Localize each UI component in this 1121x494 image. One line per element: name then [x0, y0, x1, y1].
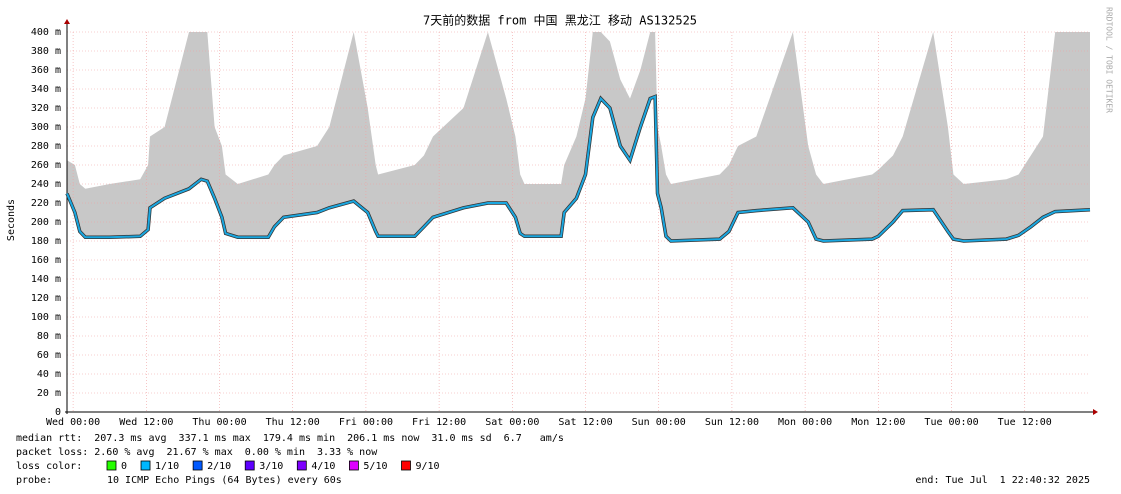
loss-swatch	[401, 460, 411, 471]
loss-swatch	[349, 460, 359, 471]
y-tick-label: 340 m	[31, 84, 61, 95]
y-tick-label: 380 m	[31, 46, 61, 57]
axis-arrow	[64, 19, 70, 24]
stats-line: median rtt: 207.3 ms avg 337.1 ms max 17…	[16, 433, 564, 444]
x-tick-label: Tue 00:00	[924, 417, 978, 428]
y-tick-label: 280 m	[31, 141, 61, 152]
y-tick-label: 80 m	[37, 331, 61, 342]
loss-swatch	[140, 460, 151, 471]
y-tick-label: 160 m	[31, 255, 61, 266]
loss-swatch	[192, 460, 203, 471]
stats-line: packet loss: 2.60 % avg 21.67 % max 0.00…	[16, 447, 378, 458]
loss-swatch	[106, 460, 117, 471]
y-tick-label: 300 m	[31, 122, 61, 133]
loss-label: loss color:	[16, 461, 82, 472]
y-tick-label: 180 m	[31, 236, 61, 247]
y-tick-label: 100 m	[31, 312, 61, 323]
y-tick-label: 240 m	[31, 179, 61, 190]
probe-text: 10 ICMP Echo Pings (64 Bytes) every 60s	[107, 475, 342, 486]
y-tick-label: 320 m	[31, 103, 61, 114]
x-tick-label: Fri 12:00	[412, 417, 466, 428]
y-tick-label: 40 m	[37, 369, 61, 380]
smoke-band	[67, 32, 1090, 241]
y-tick-label: 140 m	[31, 274, 61, 285]
side-text: RRDTOOL / TOBI OETIKER	[1105, 7, 1114, 113]
loss-swatch-label: 3/10	[259, 461, 283, 472]
x-tick-label: Mon 12:00	[851, 417, 905, 428]
loss-swatch-label: 9/10	[416, 461, 440, 472]
x-tick-label: Wed 00:00	[46, 417, 100, 428]
loss-swatch-label: 5/10	[363, 461, 387, 472]
y-tick-label: 360 m	[31, 65, 61, 76]
loss-swatch-label: 4/10	[311, 461, 335, 472]
y-tick-label: 60 m	[37, 350, 61, 361]
loss-swatch	[244, 460, 255, 471]
x-tick-label: Sat 00:00	[485, 417, 539, 428]
y-tick-label: 0	[55, 407, 61, 418]
loss-swatch-label: 1/10	[155, 461, 179, 472]
y-axis-label: Seconds	[6, 199, 17, 241]
y-tick-label: 220 m	[31, 198, 61, 209]
y-tick-label: 120 m	[31, 293, 61, 304]
y-tick-label: 260 m	[31, 160, 61, 171]
x-tick-label: Sun 00:00	[632, 417, 686, 428]
x-tick-label: Fri 00:00	[339, 417, 393, 428]
x-tick-label: Sun 12:00	[705, 417, 759, 428]
y-tick-label: 20 m	[37, 388, 61, 399]
x-tick-label: Tue 12:00	[998, 417, 1052, 428]
axis-arrow	[1093, 409, 1098, 415]
x-tick-label: Thu 00:00	[192, 417, 246, 428]
loss-swatch-label: 2/10	[207, 461, 231, 472]
loss-swatch-label: 0	[121, 461, 127, 472]
y-tick-label: 200 m	[31, 217, 61, 228]
x-tick-label: Sat 12:00	[558, 417, 612, 428]
probe-label: probe:	[16, 475, 52, 486]
x-tick-label: Mon 00:00	[778, 417, 832, 428]
x-tick-label: Wed 12:00	[119, 417, 173, 428]
median-line	[66, 95, 1091, 243]
loss-swatch	[296, 460, 307, 471]
chart-title: 7天前的数据 from 中国 黑龙江 移动 AS132525	[423, 13, 697, 28]
y-tick-label: 400 m	[31, 27, 61, 38]
end-time: end: Tue Jul 1 22:40:32 2025	[915, 475, 1090, 486]
x-tick-label: Thu 12:00	[266, 417, 320, 428]
